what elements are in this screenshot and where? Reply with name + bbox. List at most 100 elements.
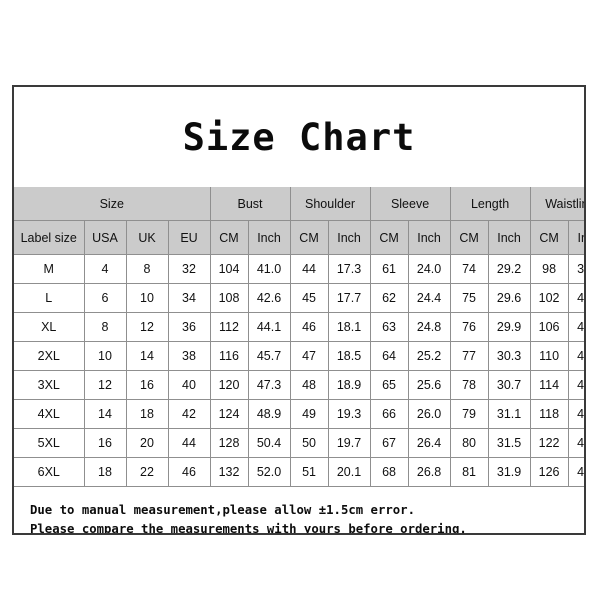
measurement-cell: 81 (449, 457, 489, 487)
table-header: SizeBustShoulderSleeveLengthWaistline La… (14, 187, 584, 255)
measurement-cell: 48.9 (247, 399, 291, 429)
measurement-cell: 8 (125, 254, 169, 284)
column-header-cell: USA (83, 220, 127, 255)
label-size-cell: 2XL (14, 341, 85, 371)
table-body: M483210441.04417.36124.07429.29838.6L610… (14, 254, 584, 487)
measurement-cell: 48.1 (567, 428, 584, 458)
measurement-cell: 120 (209, 370, 249, 400)
measurement-cell: 14 (125, 341, 169, 371)
measurement-cell: 10 (83, 341, 127, 371)
note-line: Due to manual measurement,please allow ±… (30, 503, 415, 517)
measurement-cell: 31.5 (487, 428, 531, 458)
measurement-cell: 75 (449, 283, 489, 313)
measurement-cell: 24.0 (407, 254, 451, 284)
label-size-cell: 4XL (14, 399, 85, 429)
measurement-cell: 106 (529, 312, 569, 342)
table-row: 6XL18224613252.05120.16826.88131.912649.… (14, 457, 584, 487)
measurement-cell: 65 (369, 370, 409, 400)
column-header-cell: EU (167, 220, 211, 255)
measurement-cell: 108 (209, 283, 249, 313)
note-line: Please compare the measurements with you… (30, 522, 467, 535)
measurement-cell: 46 (167, 457, 211, 487)
size-chart-card: Size Chart Size Bust Shoulder Sleeve Length W… (12, 85, 586, 535)
measurement-cell: 4 (83, 254, 127, 284)
measurement-cell: 19.7 (327, 428, 371, 458)
measurement-cell: 44 (289, 254, 329, 284)
measurement-cell: 18 (83, 457, 127, 487)
measurement-cell: 98 (529, 254, 569, 284)
measurement-cell: 29.9 (487, 312, 531, 342)
table-row: 5XL16204412850.45019.76726.48031.512248.… (14, 428, 584, 458)
measurement-cell: 42.6 (247, 283, 291, 313)
measurement-cell: 18.1 (327, 312, 371, 342)
measurement-cell: 26.8 (407, 457, 451, 487)
measurement-cell: 43.3 (567, 341, 584, 371)
label-size-cell: XL (14, 312, 85, 342)
measurement-cell: 22 (125, 457, 169, 487)
measurement-cell: 102 (529, 283, 569, 313)
measurement-cell: 104 (209, 254, 249, 284)
measurement-cell: 116 (209, 341, 249, 371)
measurement-cell: 19.3 (327, 399, 371, 429)
measurement-cell: 68 (369, 457, 409, 487)
column-header-cell: CM (289, 220, 329, 255)
measurement-cell: 14 (83, 399, 127, 429)
measurement-cell: 20.1 (327, 457, 371, 487)
column-header-cell: Inch (567, 220, 584, 255)
measurement-cell: 31.1 (487, 399, 531, 429)
measurement-cell: 77 (449, 341, 489, 371)
column-header-cell: UK (125, 220, 169, 255)
measurement-cell: 49 (289, 399, 329, 429)
group-header-cell: Sleeve (369, 187, 451, 221)
label-size-cell: 6XL (14, 457, 85, 487)
measurement-cell: 16 (125, 370, 169, 400)
measurement-cell: 25.6 (407, 370, 451, 400)
table-row: 3XL12164012047.34818.96525.67830.711444.… (14, 370, 584, 400)
measurement-cell: 20 (125, 428, 169, 458)
column-header-cell: CM (369, 220, 409, 255)
measurement-cell: 18.9 (327, 370, 371, 400)
column-header-cell: Label size (14, 220, 85, 255)
column-header-cell: Inch (327, 220, 371, 255)
measurement-cell: 132 (209, 457, 249, 487)
measurement-cell: 45.7 (247, 341, 291, 371)
measurement-cell: 62 (369, 283, 409, 313)
measurement-cell: 50 (289, 428, 329, 458)
measurement-cell: 40.2 (567, 283, 584, 313)
measurement-cell: 63 (369, 312, 409, 342)
group-header-row: SizeBustShoulderSleeveLengthWaistline (14, 187, 584, 221)
table-row: 2XL10143811645.74718.56425.27730.311043.… (14, 341, 584, 371)
measurement-cell: 30.7 (487, 370, 531, 400)
measurement-cell: 46 (289, 312, 329, 342)
column-header-cell: CM (449, 220, 489, 255)
measurement-cell: 44.9 (567, 370, 584, 400)
measurement-cell: 44.1 (247, 312, 291, 342)
column-header-cell: CM (529, 220, 569, 255)
measurement-cell: 34 (167, 283, 211, 313)
measurement-cell: 41.0 (247, 254, 291, 284)
measurement-cell: 110 (529, 341, 569, 371)
measurement-cell: 24.8 (407, 312, 451, 342)
measurement-cell: 40 (167, 370, 211, 400)
measurement-cell: 46.5 (567, 399, 584, 429)
measurement-cell: 17.3 (327, 254, 371, 284)
column-header-cell: Inch (407, 220, 451, 255)
measurement-cell: 6 (83, 283, 127, 313)
table-row: 4XL14184212448.94919.36626.07931.111846.… (14, 399, 584, 429)
measurement-cell: 45 (289, 283, 329, 313)
measurement-cell: 47 (289, 341, 329, 371)
measurement-cell: 50.4 (247, 428, 291, 458)
group-header-cell: Waistline (529, 187, 584, 221)
measurement-cell: 38.6 (567, 254, 584, 284)
measurement-cell: 114 (529, 370, 569, 400)
measurement-cell: 18.5 (327, 341, 371, 371)
measurement-cell: 18 (125, 399, 169, 429)
measurement-cell: 38 (167, 341, 211, 371)
label-size-cell: L (14, 283, 85, 313)
measurement-cell: 26.4 (407, 428, 451, 458)
measurement-cell: 128 (209, 428, 249, 458)
